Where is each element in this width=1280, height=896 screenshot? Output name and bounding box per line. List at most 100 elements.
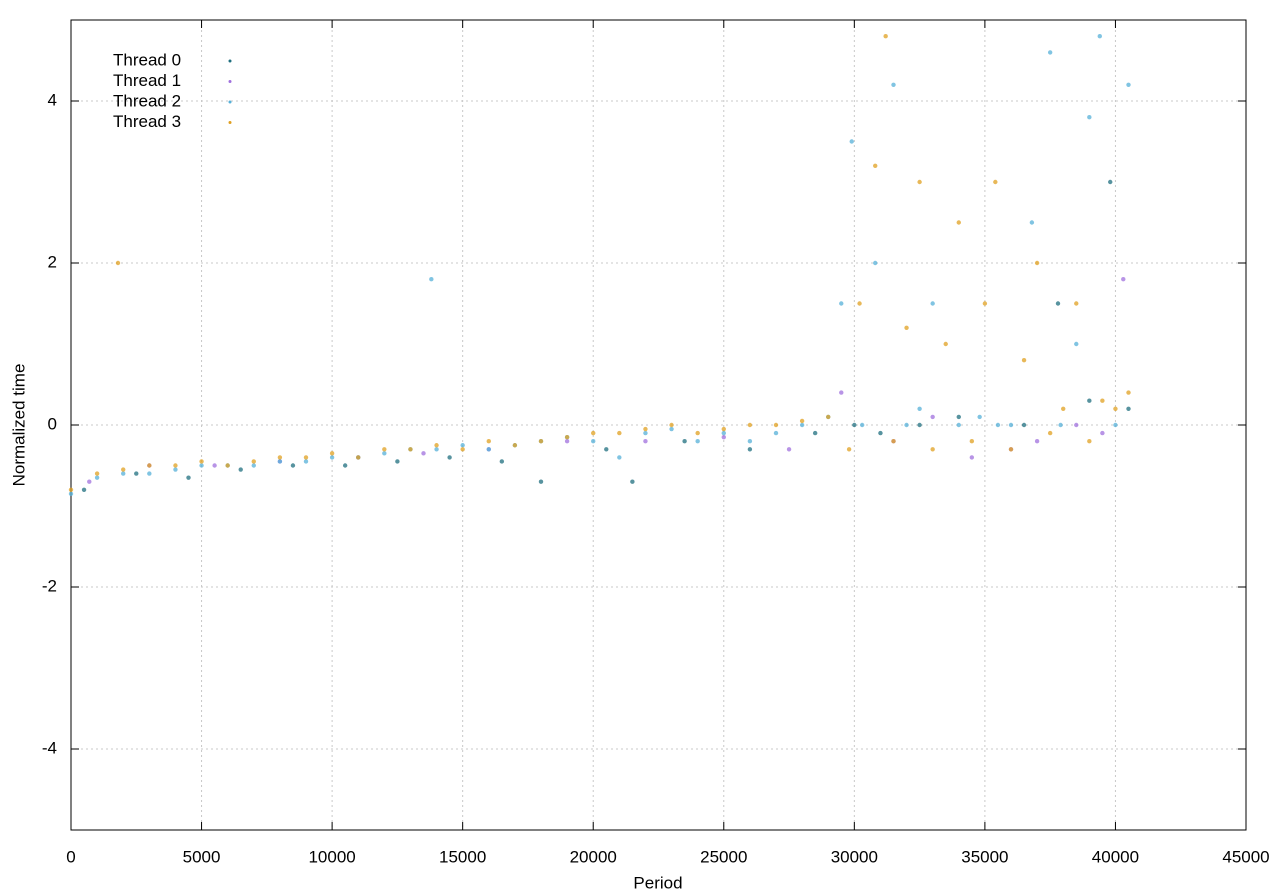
point — [682, 439, 687, 444]
point — [695, 439, 700, 444]
point — [395, 459, 400, 464]
point — [604, 447, 609, 452]
x-tick-label: 10000 — [308, 847, 355, 866]
plot-frame — [70, 19, 1247, 831]
point — [94, 475, 100, 480]
point — [173, 467, 178, 472]
point — [1029, 220, 1035, 225]
point — [564, 439, 570, 444]
point — [773, 422, 779, 428]
point — [1087, 115, 1092, 120]
point — [1034, 260, 1040, 266]
point — [429, 277, 434, 282]
point — [1126, 82, 1131, 88]
point — [969, 455, 975, 460]
point — [1008, 422, 1014, 428]
point — [812, 430, 818, 436]
series — [81, 179, 1131, 492]
point — [873, 163, 878, 168]
point — [564, 434, 570, 440]
point — [1113, 406, 1118, 411]
point — [878, 430, 883, 436]
point — [786, 447, 792, 452]
point — [956, 422, 961, 428]
x-tick-label: 0 — [66, 847, 75, 866]
point — [1074, 341, 1079, 347]
point — [1034, 439, 1040, 444]
point — [251, 463, 256, 468]
legend-label: Thread 2 — [113, 91, 181, 110]
point — [1087, 398, 1092, 403]
point — [277, 455, 283, 460]
point — [883, 34, 888, 39]
point — [995, 422, 1001, 428]
point — [382, 447, 387, 452]
point — [982, 301, 988, 306]
legend-marker — [228, 121, 232, 124]
point — [1058, 422, 1063, 428]
point — [617, 430, 622, 436]
legend-marker — [228, 100, 232, 104]
point — [591, 439, 596, 444]
point — [68, 491, 74, 497]
point — [486, 439, 491, 444]
point — [460, 447, 465, 452]
point — [290, 463, 296, 468]
point — [1047, 50, 1053, 55]
point — [121, 467, 126, 472]
point — [747, 439, 753, 444]
point — [799, 418, 805, 424]
point — [238, 467, 243, 472]
point — [199, 463, 204, 468]
y-tick-label: -4 — [42, 738, 57, 757]
point — [1074, 301, 1079, 306]
point — [173, 463, 178, 468]
legend-label: Thread 0 — [113, 50, 181, 69]
point — [1074, 422, 1079, 428]
point — [538, 439, 544, 444]
point — [591, 430, 596, 436]
x-tick-label: 40000 — [1092, 847, 1139, 866]
point — [799, 422, 805, 428]
point — [849, 139, 854, 144]
x-axis-label: Period — [633, 873, 682, 892]
point — [643, 430, 648, 436]
point — [538, 479, 544, 484]
y-tick-label: 2 — [48, 252, 57, 271]
point — [904, 325, 909, 330]
point — [826, 414, 831, 420]
point — [852, 422, 857, 428]
point — [1055, 301, 1061, 306]
point — [329, 455, 335, 460]
point — [68, 487, 74, 492]
point — [846, 447, 852, 452]
legend-marker — [228, 80, 232, 83]
x-tick-label: 15000 — [439, 847, 486, 866]
point — [930, 301, 935, 306]
point — [643, 439, 648, 444]
point — [969, 439, 975, 444]
point — [277, 459, 283, 464]
point — [917, 179, 922, 185]
point — [993, 179, 998, 185]
point — [1108, 179, 1113, 185]
x-tick-label: 5000 — [183, 847, 221, 866]
point — [1097, 34, 1102, 39]
point — [434, 443, 439, 448]
point — [747, 447, 753, 452]
point — [225, 463, 230, 468]
point — [303, 459, 309, 464]
point — [669, 426, 674, 432]
x-tick-label: 35000 — [961, 847, 1008, 866]
point — [329, 451, 335, 456]
point — [115, 260, 121, 266]
point — [1087, 439, 1092, 444]
point — [917, 422, 922, 428]
point — [186, 475, 191, 480]
point — [512, 443, 518, 448]
point — [695, 430, 700, 436]
point — [721, 434, 726, 440]
x-tick-label: 30000 — [831, 847, 878, 866]
point — [382, 451, 387, 456]
